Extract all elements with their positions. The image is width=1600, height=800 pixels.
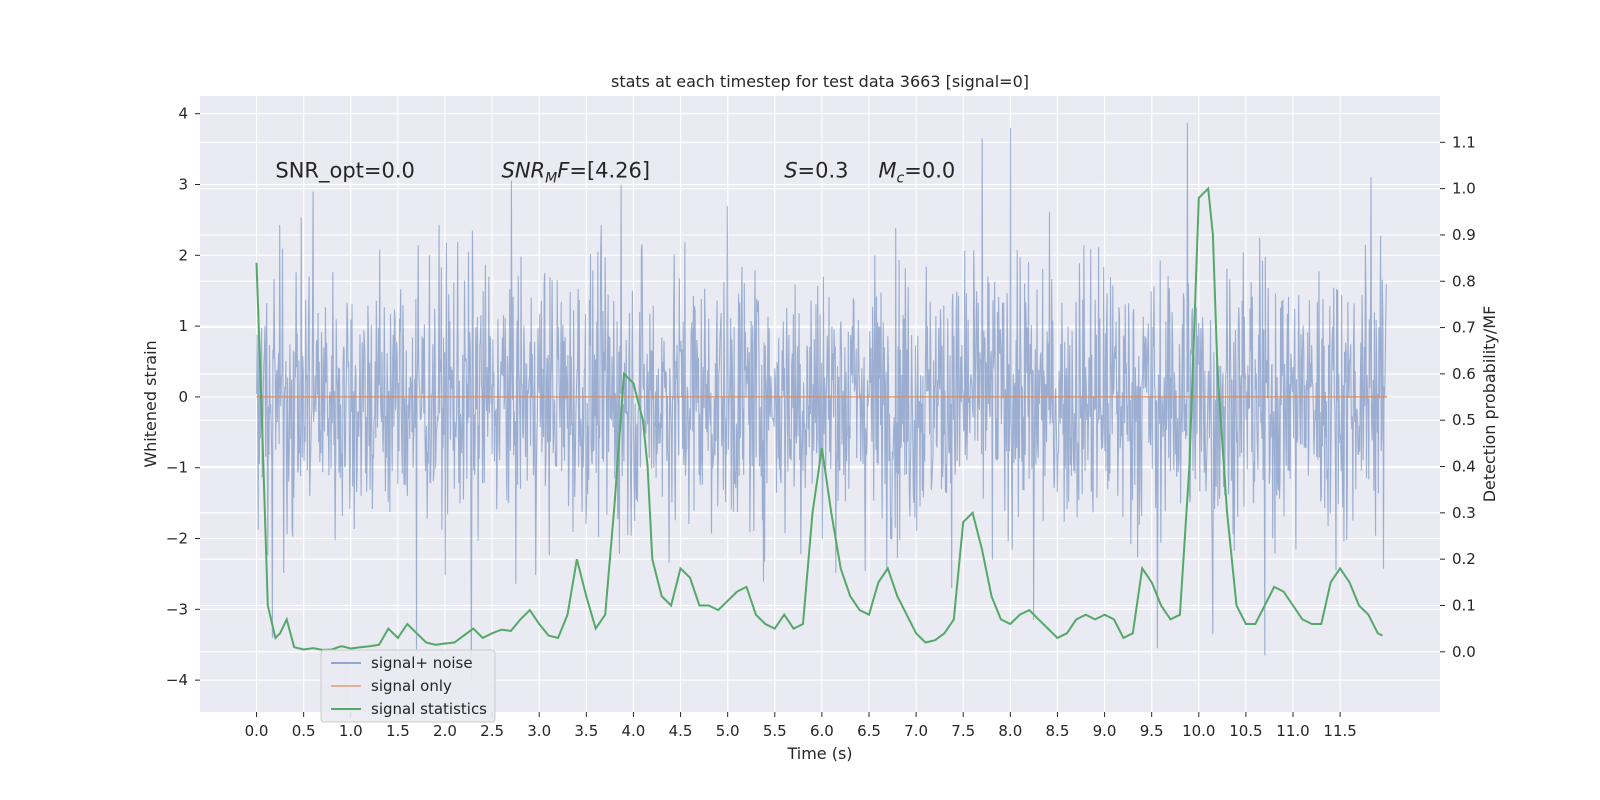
x-tick-label: 1.0 bbox=[339, 722, 363, 740]
annotation-symbol-rest: F bbox=[557, 158, 570, 182]
x-tick-label: 10.5 bbox=[1229, 722, 1262, 740]
x-tick-label: 8.0 bbox=[998, 722, 1022, 740]
x-tick-label: 3.0 bbox=[527, 722, 551, 740]
y2-tick-label: 0.9 bbox=[1452, 226, 1476, 244]
y2-tick-label: 1.0 bbox=[1452, 180, 1476, 198]
annotation-subscript: c bbox=[897, 170, 905, 186]
y-tick-label: 1 bbox=[178, 317, 188, 335]
x-tick-label: 2.5 bbox=[480, 722, 504, 740]
y-tick-label: 3 bbox=[178, 176, 188, 194]
x-tick-label: 6.0 bbox=[810, 722, 834, 740]
x-tick-label: 10.0 bbox=[1182, 722, 1215, 740]
annotation-text: SNR_opt=0.0 bbox=[275, 158, 415, 183]
chart-title: stats at each timestep for test data 366… bbox=[611, 72, 1029, 91]
signal-statistics-line bbox=[255, 186, 1383, 651]
annotation-text: S=0.3 bbox=[784, 158, 848, 182]
x-tick-label: 4.0 bbox=[622, 722, 646, 740]
y-tick-label: −4 bbox=[166, 671, 188, 689]
x-tick-label: 5.5 bbox=[763, 722, 787, 740]
legend-box bbox=[320, 649, 496, 723]
annotation-symbol: SNR bbox=[502, 158, 546, 182]
annotation-text: SNRMF=[4.26] bbox=[502, 158, 651, 186]
y-tick-label: 2 bbox=[178, 246, 188, 264]
x-tick-label: 9.0 bbox=[1093, 722, 1117, 740]
x-tick-label: 11.5 bbox=[1323, 722, 1356, 740]
x-tick-label: 0.0 bbox=[245, 722, 269, 740]
x-tick-label: 8.5 bbox=[1046, 722, 1070, 740]
y2-tick-label: 0.1 bbox=[1452, 596, 1476, 614]
annotation-value: =0.3 bbox=[798, 158, 849, 182]
y2-tick-label: 0.5 bbox=[1452, 411, 1476, 429]
annotation-layer: SNR_opt=0.0 SNRMF=[4.26] S=0.3 Mc=0.0 bbox=[275, 158, 955, 186]
x-tick-label: 1.5 bbox=[386, 722, 410, 740]
annotation-value: =[4.26] bbox=[569, 158, 650, 182]
tick-layer: 0.0 0.5 1.0 1.5 2.0 2.5 3.0 3.5 4.0 4.5 5.0 5.5 6.0 6… bbox=[166, 105, 1476, 740]
y2-tick-label: 1.1 bbox=[1452, 133, 1476, 151]
y-tick-label: 0 bbox=[178, 388, 188, 406]
x-tick-label: 7.5 bbox=[951, 722, 975, 740]
y2-tick-label: 0.4 bbox=[1452, 458, 1476, 476]
signal-noise-line bbox=[255, 122, 1387, 681]
x-tick-label: 3.5 bbox=[574, 722, 598, 740]
annotation-subscript: M bbox=[545, 170, 557, 186]
y-axis-label: Whitened strain bbox=[141, 340, 160, 467]
y-tick-label: −3 bbox=[166, 600, 188, 618]
legend-label-signal-noise: signal+ noise bbox=[371, 654, 473, 672]
signal-noise-series bbox=[255, 122, 1387, 681]
y2-tick-label: 0.8 bbox=[1452, 272, 1476, 290]
y2-axis-label: Detection probability/MF bbox=[1480, 306, 1499, 503]
y-tick-label: −1 bbox=[166, 459, 188, 477]
x-tick-label: 7.0 bbox=[904, 722, 928, 740]
legend-label-signal-statistics: signal statistics bbox=[371, 700, 487, 718]
x-tick-label: 6.5 bbox=[857, 722, 881, 740]
y2-tick-label: 0.6 bbox=[1452, 365, 1476, 383]
x-axis-label: Time (s) bbox=[786, 744, 852, 763]
x-tick-label: 2.0 bbox=[433, 722, 457, 740]
y2-tick-label: 0.2 bbox=[1452, 550, 1476, 568]
annotation-text: Mc=0.0 bbox=[878, 158, 955, 186]
y2-tick-label: 0.7 bbox=[1452, 319, 1476, 337]
annotation-symbol: S bbox=[784, 158, 797, 182]
x-tick-label: 9.5 bbox=[1140, 722, 1164, 740]
y-tick-label: −2 bbox=[166, 530, 188, 548]
y2-tick-label: 0.3 bbox=[1452, 504, 1476, 522]
annotation-symbol: M bbox=[878, 158, 896, 182]
legend: signal+ noise signal only signal statist… bbox=[320, 649, 496, 723]
x-tick-label: 5.0 bbox=[716, 722, 740, 740]
x-tick-label: 11.0 bbox=[1276, 722, 1309, 740]
x-tick-label: 4.5 bbox=[669, 722, 693, 740]
y2-tick-label: 0.0 bbox=[1452, 643, 1476, 661]
annotation-value: =0.0 bbox=[904, 158, 955, 182]
signal-statistics-series bbox=[255, 186, 1383, 651]
x-tick-label: 0.5 bbox=[292, 722, 316, 740]
y-tick-label: 4 bbox=[178, 105, 188, 123]
legend-label-signal-only: signal only bbox=[371, 677, 452, 695]
